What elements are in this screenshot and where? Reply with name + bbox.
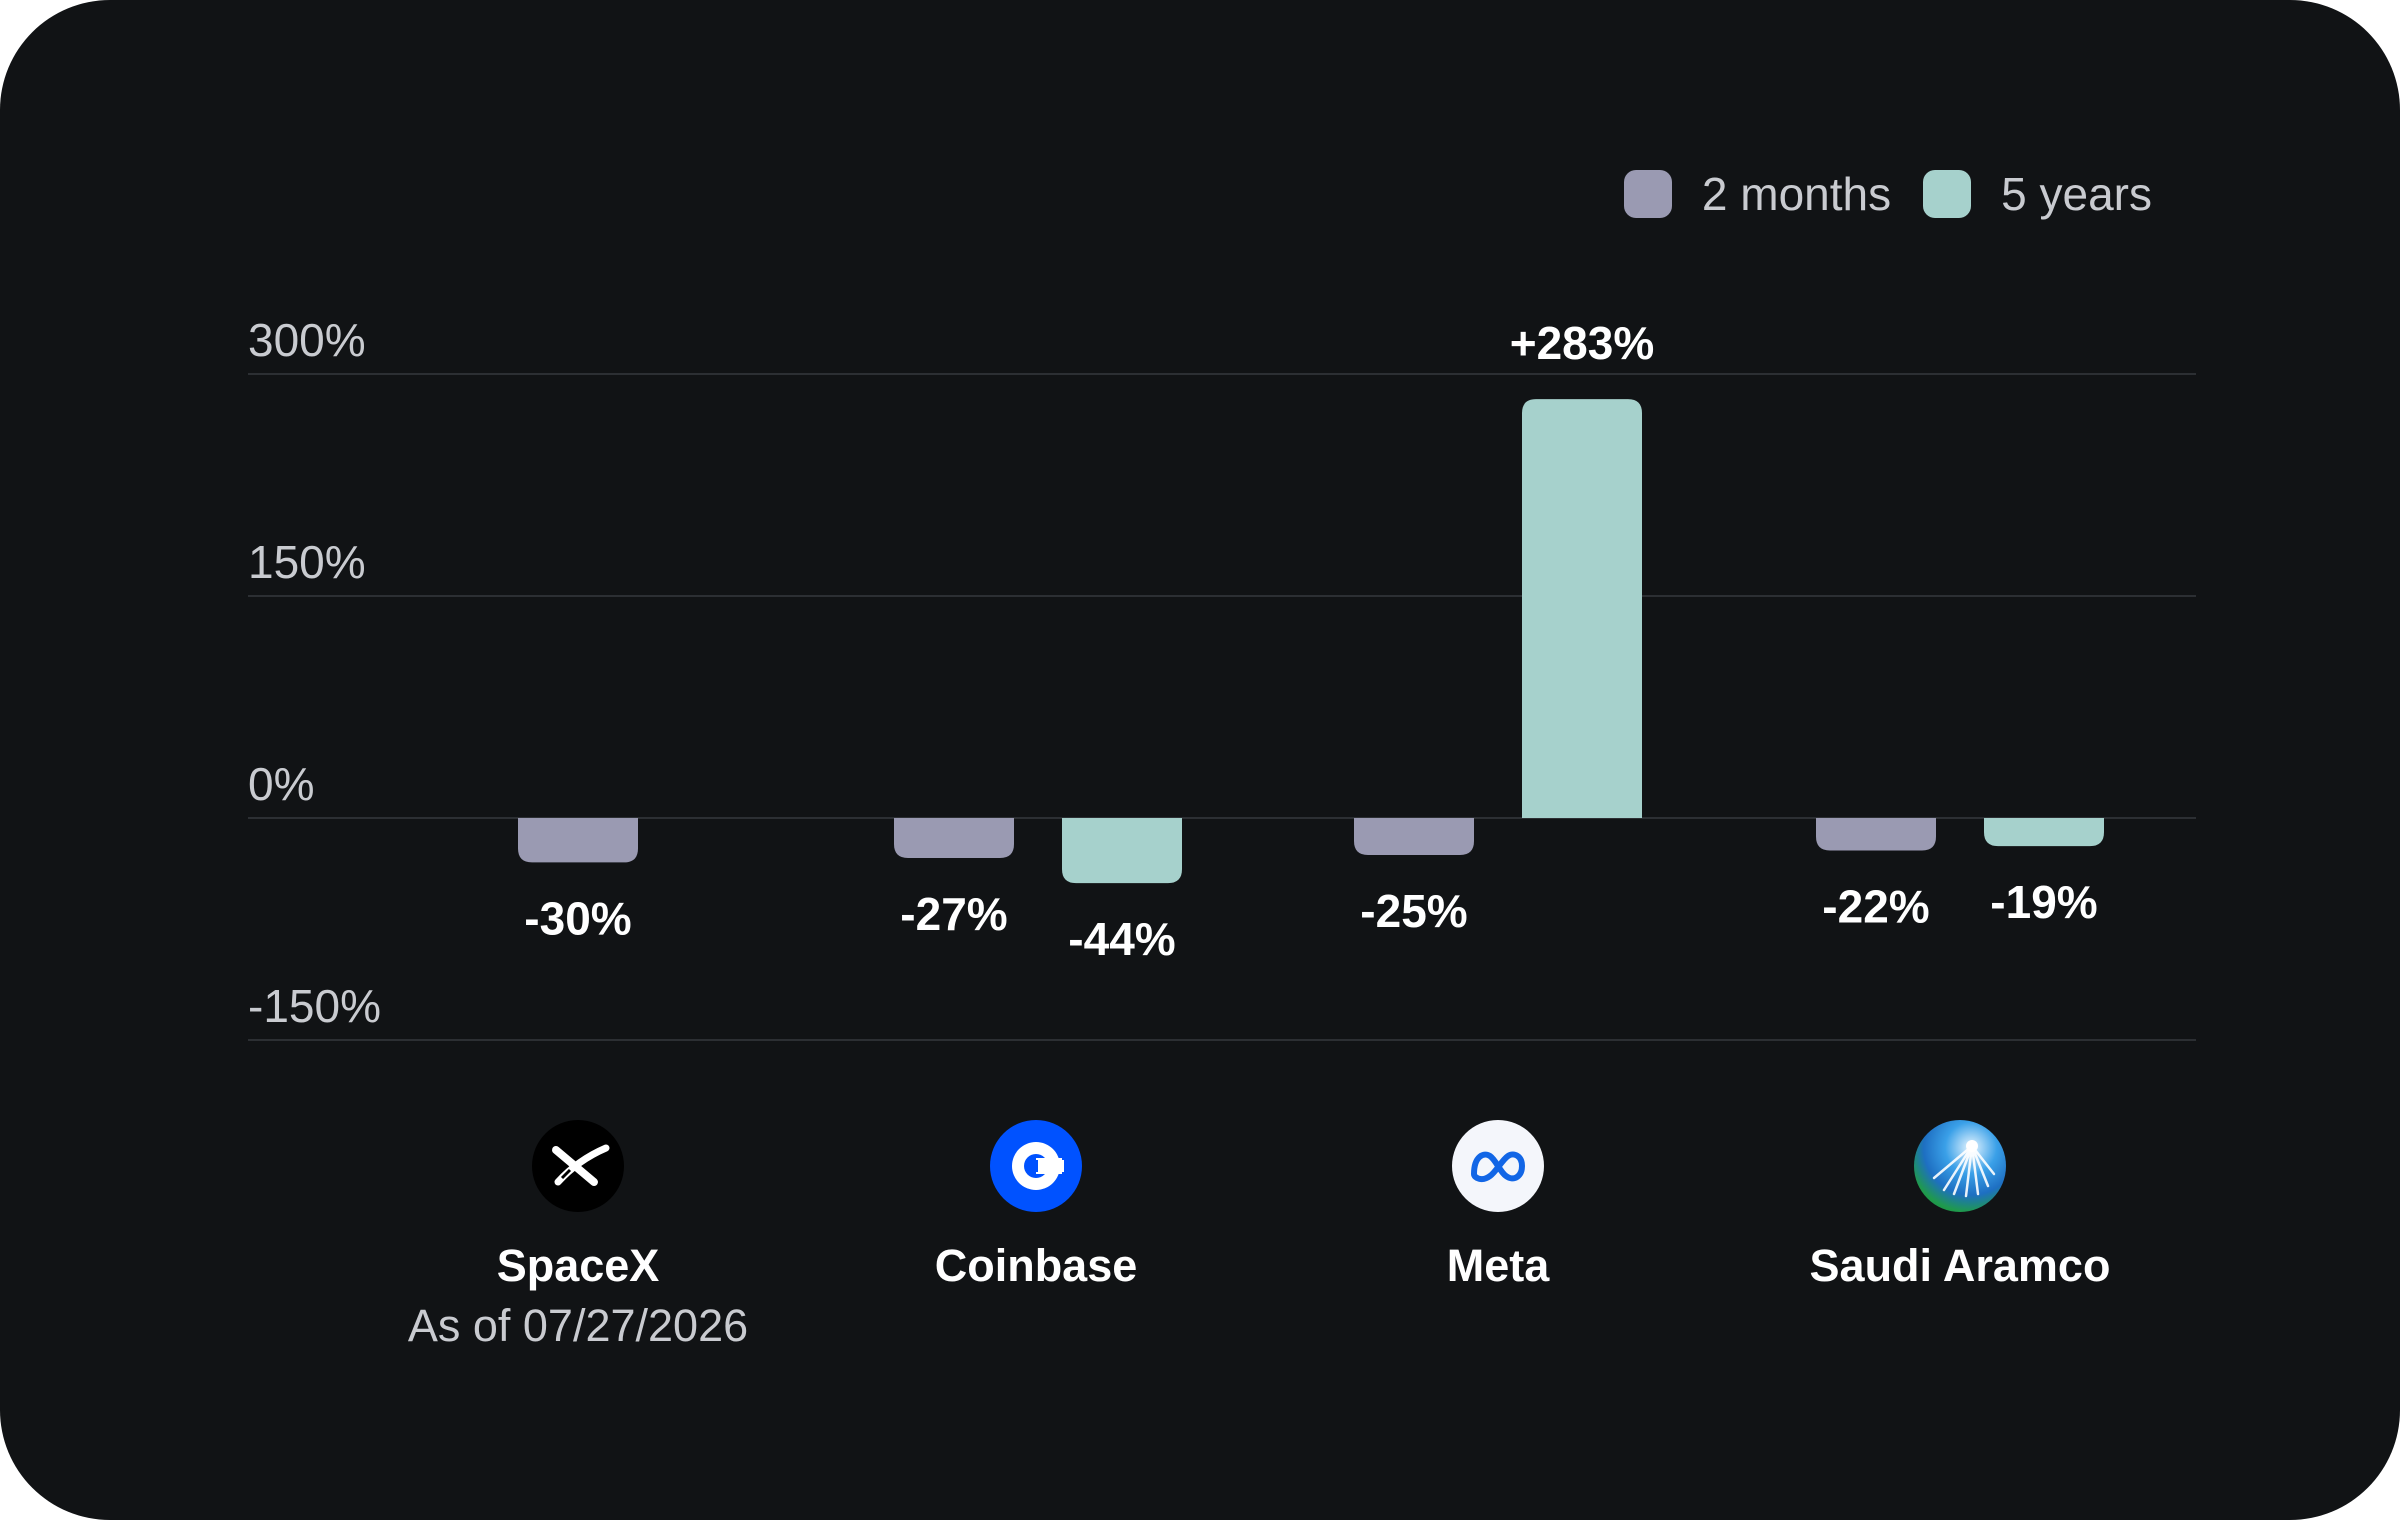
data-label: -27% — [900, 888, 1007, 940]
bar-meta-2-months — [1354, 818, 1474, 855]
y-tick-label: 0% — [248, 758, 314, 810]
y-tick-label: 300% — [248, 314, 366, 366]
meta-logo-icon — [1452, 1120, 1544, 1212]
company-spacex: SpaceX As of 07/27/2026 — [368, 1120, 788, 1354]
company-name-spacex: SpaceX — [496, 1240, 660, 1291]
company-saudi-aramco: Saudi Aramco — [1750, 1120, 2170, 1294]
company-meta: Meta — [1288, 1120, 1708, 1294]
data-label: -25% — [1360, 885, 1467, 937]
data-label: +283% — [1510, 317, 1655, 369]
legend-swatch-2-months — [1623, 170, 1672, 218]
data-label: -30% — [524, 892, 631, 944]
legend: 2 months 5 years — [1592, 166, 2152, 222]
legend-swatch-5-years — [1923, 170, 1972, 218]
bar-meta-5-years — [1522, 399, 1642, 818]
data-label: -44% — [1068, 913, 1175, 965]
aramco-logo-icon — [1914, 1120, 2006, 1212]
bar-saudi-aramco-5-years — [1984, 818, 2104, 847]
y-tick-label: 150% — [248, 536, 366, 588]
spacex-logo-icon — [532, 1120, 624, 1212]
legend-item-2-months: 2 months — [1623, 166, 1892, 222]
company-coinbase: Coinbase — [826, 1120, 1246, 1294]
y-tick-label: -150% — [248, 980, 381, 1032]
bar-coinbase-5-years — [1062, 818, 1182, 884]
coinbase-logo-icon — [990, 1120, 1082, 1212]
legend-label-5-years: 5 years — [2001, 168, 2152, 220]
company-name-saudi-aramco: Saudi Aramco — [1809, 1240, 2111, 1291]
legend-item-5-years: 5 years — [1923, 166, 2152, 222]
bar-spacex-2-months — [518, 818, 638, 863]
company-name-coinbase: Coinbase — [934, 1240, 1138, 1291]
data-label: -22% — [1822, 881, 1929, 933]
company-name-meta: Meta — [1446, 1240, 1550, 1291]
bar-saudi-aramco-2-months — [1816, 818, 1936, 851]
bar-coinbase-2-months — [894, 818, 1014, 858]
company-date-note: As of 07/27/2026 — [407, 1300, 749, 1351]
data-label: -19% — [1990, 876, 2097, 928]
legend-label-2-months: 2 months — [1701, 168, 1892, 220]
